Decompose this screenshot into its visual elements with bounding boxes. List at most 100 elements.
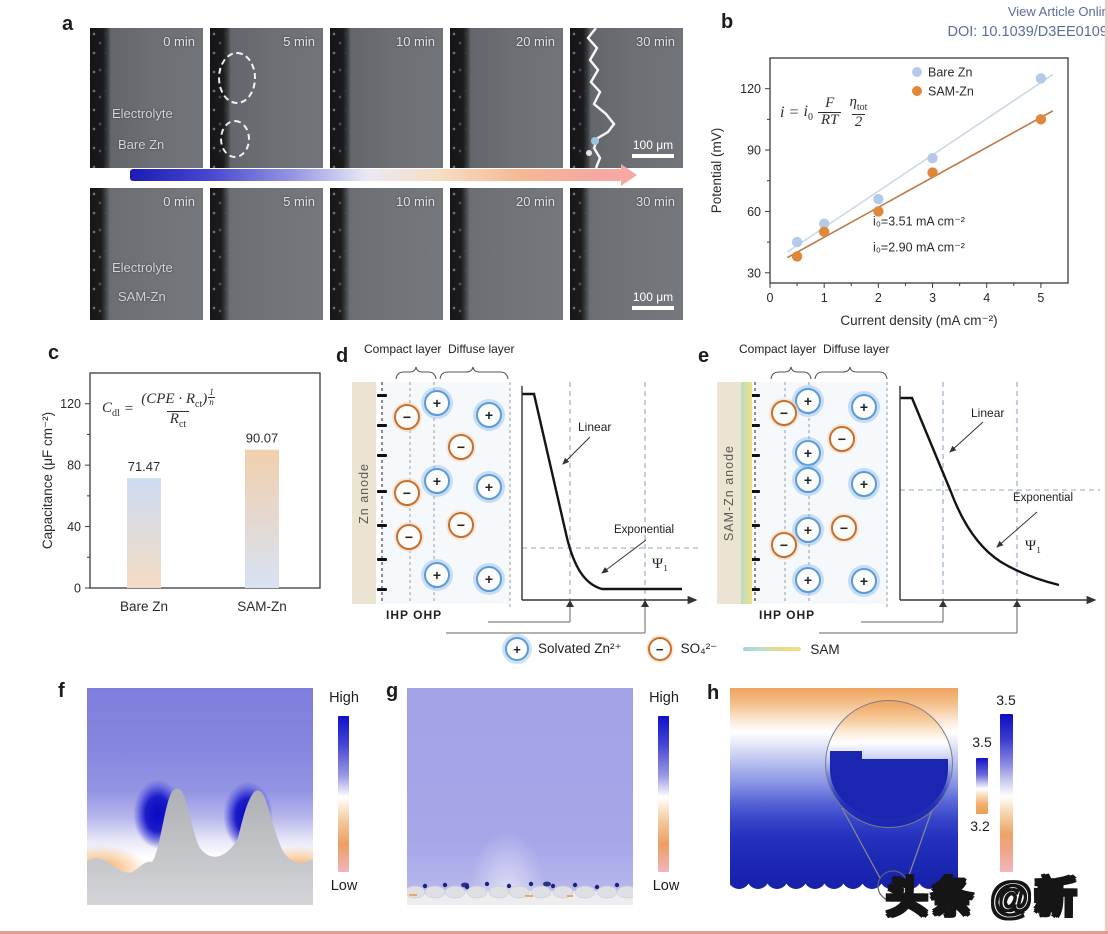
colorbar-g-high-label: High xyxy=(649,690,679,706)
svg-text:30: 30 xyxy=(747,266,761,280)
svg-text:SAM-Zn: SAM-Zn xyxy=(928,85,974,99)
watermark-toutiao: 头条 @新锂念 xyxy=(885,873,1080,934)
micrograph-barezn-10min: 10 min xyxy=(330,28,443,168)
electrolyte-label: Electrolyte xyxy=(112,106,173,121)
panel-label-f: f xyxy=(58,680,65,702)
svg-text:4: 4 xyxy=(983,291,990,305)
potential-heatmap xyxy=(730,688,958,923)
svg-text:120: 120 xyxy=(740,82,761,96)
solvated-zn-ion: + xyxy=(795,517,821,543)
diffuse-layer-label: Diffuse layer xyxy=(448,342,515,356)
sample-label: Bare Zn xyxy=(118,137,165,152)
magnified-surface-bowl xyxy=(830,759,948,819)
exponential-label: Exponential xyxy=(614,524,675,536)
micrograph-samzn-0min: 0 min Electrolyte SAM-Zn xyxy=(90,188,203,320)
compact-layer-label: Compact layer xyxy=(364,342,442,356)
sam-zn-anode-strip: SAM-Zn anode xyxy=(717,382,741,604)
psi1-label: Ψ₁ xyxy=(1025,538,1042,554)
micrograph-barezn-20min: 20 min xyxy=(450,28,563,168)
colorbar-h-small-top: 3.5 xyxy=(972,734,992,750)
colorbar-h-large xyxy=(1000,714,1013,872)
eq-frac-eta-2: ηtot 2 xyxy=(849,94,868,130)
panel-label-e: e xyxy=(698,345,710,367)
time-label: 0 min xyxy=(163,34,195,49)
solvated-zn-ion: + xyxy=(851,394,877,420)
micrograph-barezn-0min: 0 min Electrolyte Bare Zn xyxy=(90,28,203,168)
svg-text:0: 0 xyxy=(74,582,81,596)
time-label: 30 min xyxy=(635,34,675,49)
scale-bar: 100 μm xyxy=(632,288,674,310)
ihp-ohp-label: IHP OHP xyxy=(759,608,816,622)
double-layer-diagram-sam-zn: Compact layer Diffuse layer SAM-Zn anode… xyxy=(695,342,1108,642)
micrograph-samzn-10min: 10 min xyxy=(330,188,443,320)
diagram-d-graphics xyxy=(377,366,700,634)
scale-bar-label: 100 μm xyxy=(632,290,674,304)
time-label: 30 min xyxy=(635,194,675,209)
sam-swatch xyxy=(743,647,802,651)
legend-item-so4: − SO₄²⁻ xyxy=(647,637,717,661)
eq-cdl: Cdl xyxy=(102,399,120,419)
potential-vs-current-chart: 0 1 2 3 4 5 30 60 90 120 Current density (mA cm⁻²)… xyxy=(709,57,1069,328)
exponential-label: Exponential xyxy=(1013,492,1074,504)
solvated-zn-ion: + xyxy=(795,388,821,414)
svg-text:0: 0 xyxy=(767,291,774,305)
linear-label: Linear xyxy=(578,420,612,434)
capacitance-bar-chart: 0 40 80 120 Capacitance (μF cm⁻²) 71.47 Bare Z… xyxy=(40,372,321,614)
scale-bar-line xyxy=(632,306,674,310)
colorbar-g-low-label: Low xyxy=(652,878,680,894)
colorbar-h-small xyxy=(976,758,988,814)
svg-text:Current density (mA cm⁻²): Current density (mA cm⁻²) xyxy=(840,313,997,328)
linear-label: Linear xyxy=(971,406,1005,420)
compact-layer-label: Compact layer xyxy=(739,342,817,356)
sulfate-ion: − xyxy=(771,400,797,426)
frame-edge-bottom xyxy=(0,931,1108,934)
solvated-zn-ion: + xyxy=(851,568,877,594)
colorbar-f xyxy=(338,716,349,872)
colorbar-f-high-label: High xyxy=(329,690,359,706)
svg-text:80: 80 xyxy=(67,459,81,473)
eq-equals: = xyxy=(124,400,134,417)
svg-text:Potential (mV): Potential (mV) xyxy=(709,128,724,214)
panel-label-h: h xyxy=(707,682,720,704)
sulfate-ion: − xyxy=(448,512,474,538)
doi-text: DOI: 10.1039/D3EE01098 xyxy=(947,23,1108,40)
time-label: 20 min xyxy=(515,194,555,209)
colorbar-h-small-bottom: 3.2 xyxy=(970,818,990,834)
ihp-ohp-label: IHP OHP xyxy=(386,608,443,622)
solvated-zn-ion: + xyxy=(795,467,821,493)
sulfate-ion: − xyxy=(394,480,420,506)
solvated-zn-ion: + xyxy=(476,566,502,592)
svg-text:Capacitance (μF cm⁻²): Capacitance (μF cm⁻²) xyxy=(40,412,55,549)
panel-label-g: g xyxy=(386,680,399,702)
scale-bar-line xyxy=(632,154,674,158)
svg-text:i₀=2.90 mA cm⁻²: i₀=2.90 mA cm⁻² xyxy=(873,240,965,254)
svg-text:i₀=3.51 mA cm⁻²: i₀=3.51 mA cm⁻² xyxy=(873,215,965,229)
bubble-annotation xyxy=(220,120,250,158)
legend-item-sam: SAM xyxy=(743,642,840,657)
sulfate-ion: − xyxy=(771,532,797,558)
legend-zn-label: Solvated Zn²⁺ xyxy=(538,641,622,656)
zn-surface-profile xyxy=(87,788,313,905)
time-label: 5 min xyxy=(283,34,315,49)
ion-legend: + Solvated Zn²⁺ − SO₄²⁻ SAM xyxy=(505,637,840,661)
eq-frac-f-rt: F RT xyxy=(817,96,842,129)
eq-i0: i0 xyxy=(803,102,813,123)
time-label: 20 min xyxy=(515,34,555,49)
micrograph-samzn-30min: 30 min 100 μm xyxy=(570,188,683,320)
sulfate-ion: − xyxy=(396,524,422,550)
svg-text:1: 1 xyxy=(821,291,828,305)
scale-bar: 100 μm xyxy=(632,136,674,158)
svg-text:60: 60 xyxy=(747,205,761,219)
sulfate-icon: − xyxy=(647,637,672,661)
capacitance-equation: Cdl = (CPE · Rct) 1 n Rct xyxy=(102,388,218,430)
panel-label-c: c xyxy=(48,342,60,364)
eq-i: i xyxy=(780,103,785,121)
light-column xyxy=(407,688,633,905)
time-label: 10 min xyxy=(395,34,435,49)
sulfate-ion: − xyxy=(829,426,855,452)
magnifier-connectors xyxy=(841,807,933,902)
time-label: 5 min xyxy=(283,194,315,209)
solvated-zn-icon: + xyxy=(505,637,529,661)
magnifier-inset xyxy=(825,700,953,828)
